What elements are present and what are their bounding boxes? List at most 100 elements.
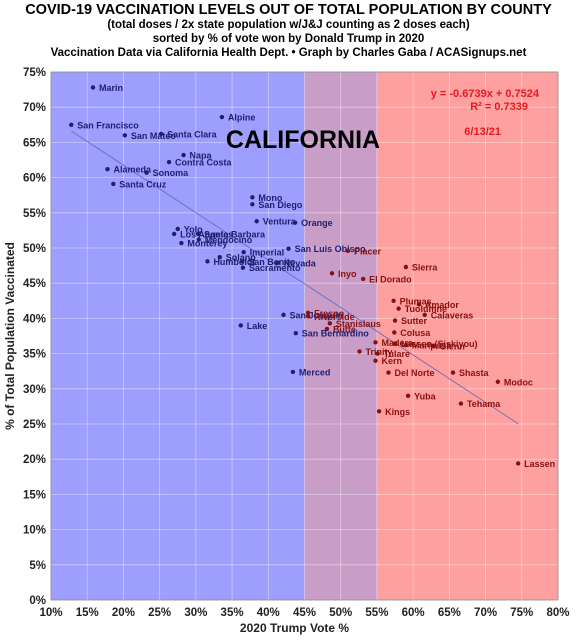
data-point (458, 401, 464, 406)
data-point-label: Riverside (314, 312, 355, 322)
data-point (240, 259, 245, 264)
x-tick-label: 75% (510, 607, 533, 619)
x-tick-label: 20% (112, 607, 135, 619)
data-point-label: Fresno (314, 308, 345, 318)
data-point (196, 237, 201, 242)
data-point (376, 409, 382, 414)
x-tick-label: 25% (148, 607, 171, 619)
data-point (373, 358, 378, 363)
data-point-label: Madera (381, 338, 414, 348)
data-point-label: Alpine (228, 113, 256, 123)
data-point-label: Monterey (187, 239, 227, 249)
data-point-label: Lassen (Siskiyou) (401, 339, 478, 349)
data-point (403, 342, 409, 348)
y-tick-label: 60% (23, 173, 46, 185)
data-point (396, 306, 401, 311)
data-point (69, 122, 74, 128)
data-point (111, 181, 116, 187)
data-point (375, 351, 380, 356)
data-point-label: Sacramento (249, 263, 301, 273)
data-point (158, 131, 164, 137)
data-point (357, 349, 362, 354)
data-point (175, 226, 180, 232)
data-point (181, 152, 186, 158)
data-point-label: Los Angeles (180, 229, 233, 239)
data-point-label: Tulare (384, 349, 410, 359)
data-point-label: Inyo (338, 269, 357, 279)
data-point-label: Alameda (113, 165, 152, 175)
y-tick-label: 20% (23, 454, 46, 466)
y-tick-label: 0% (29, 595, 46, 607)
data-point-label: Nevada (284, 258, 317, 268)
data-point (250, 195, 255, 200)
data-point-label: Napa (190, 151, 213, 161)
x-tick-label: 35% (221, 607, 244, 619)
data-point (122, 133, 128, 138)
data-point-label: Modoc (504, 377, 533, 387)
data-point (324, 326, 330, 332)
data-point-label: San Joaquin (289, 310, 343, 320)
x-tick-label: 40% (257, 607, 280, 619)
chart-subtitle-2: sorted by % of vote won by Donald Trump … (152, 33, 425, 45)
data-point (286, 246, 291, 251)
data-point (422, 312, 427, 318)
data-point (392, 330, 397, 335)
data-point-label: San Bernardino (302, 329, 370, 339)
x-tick-label: 65% (438, 607, 461, 619)
data-point-label: San Mateo (131, 131, 177, 141)
plot-border (50, 71, 559, 601)
data-point-label: San Luis Obispo (295, 244, 367, 254)
y-tick-label: 35% (23, 349, 46, 361)
chart-title: COVID-19 VACCINATION LEVELS OUT OF TOTAL… (25, 2, 552, 18)
data-point (250, 202, 255, 207)
data-point (240, 265, 246, 270)
data-point (292, 220, 298, 225)
data-point-label: Glenn (439, 341, 465, 351)
data-point (281, 312, 286, 318)
state-label: CALIFORNIA (226, 126, 380, 154)
y-tick-label: 70% (23, 102, 46, 114)
data-point (392, 341, 398, 346)
data-point (293, 330, 299, 336)
y-tick-label: 55% (23, 208, 46, 220)
data-point (345, 248, 351, 254)
data-point (275, 260, 280, 265)
data-point-label: Merced (299, 367, 331, 377)
data-point (219, 114, 225, 120)
data-point (290, 369, 296, 375)
data-point (171, 231, 177, 237)
data-point (144, 170, 149, 175)
y-tick-label: 25% (23, 419, 46, 431)
y-tick-label: 40% (23, 313, 46, 325)
y-tick-label: 45% (23, 278, 46, 290)
data-point (179, 240, 184, 246)
data-point-label: Del Norte (395, 368, 435, 378)
data-point-label: Mendocino (205, 235, 253, 245)
x-axis-title: 2020 Trump Vote % (240, 621, 349, 635)
data-point (431, 343, 436, 349)
data-point (327, 321, 333, 326)
date-label: 6/13/21 (464, 126, 501, 138)
background-band-0 (51, 72, 305, 600)
data-point-label: Sutter (401, 316, 428, 326)
data-point-label: Santa Cruz (119, 179, 167, 189)
data-point (166, 159, 172, 165)
chart-subtitle-3: Vaccination Data via California Health D… (50, 47, 527, 59)
chart-subtitle-1: (total doses / 2x state population w/J&J… (107, 19, 470, 31)
data-point-label: Lake (247, 321, 268, 331)
data-point (495, 379, 501, 384)
x-tick-label: 10% (39, 607, 62, 619)
data-point-label: Stanislaus (336, 319, 381, 329)
data-point-label: Butte (333, 324, 356, 334)
data-point (90, 85, 96, 90)
data-point-label: Yolo (184, 224, 203, 234)
data-point (254, 219, 259, 224)
y-tick-label: 10% (23, 525, 46, 537)
y-tick-label: 50% (23, 243, 46, 255)
y-tick-label: 30% (23, 384, 46, 396)
data-point (391, 298, 396, 303)
data-point (373, 340, 378, 345)
x-tick-label: 50% (329, 607, 352, 619)
x-tick-label: 15% (76, 607, 99, 619)
data-point (386, 370, 391, 375)
